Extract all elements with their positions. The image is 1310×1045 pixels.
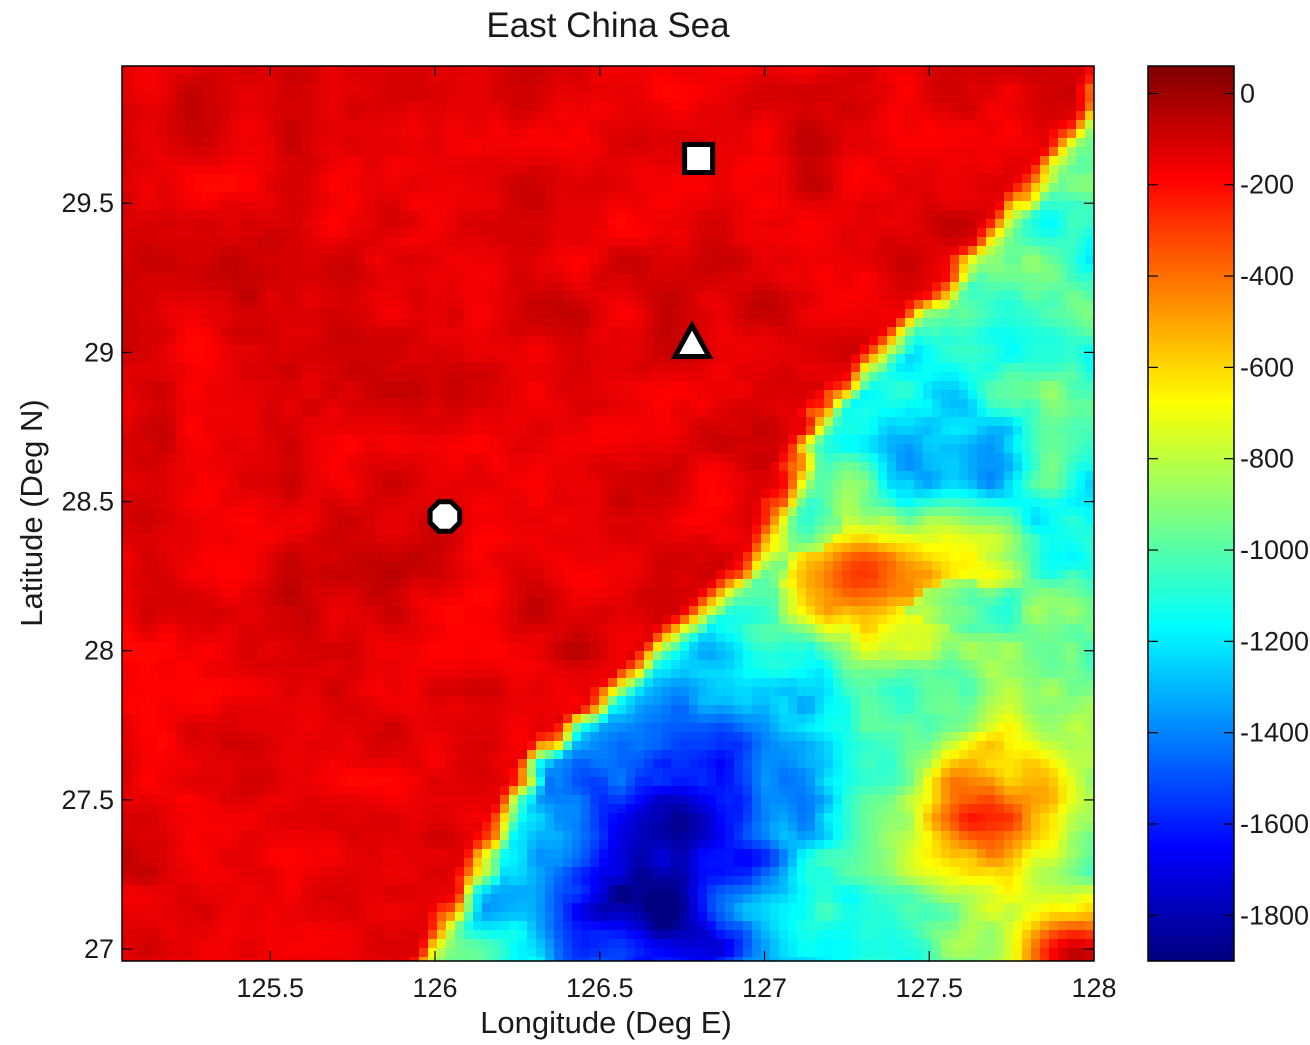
y-tick-label: 29.5 [61, 188, 114, 218]
x-tick-label: 126 [412, 973, 457, 1003]
chart-title: East China Sea [486, 6, 730, 45]
colorbar-tick-label: -600 [1240, 352, 1294, 382]
x-tick-label: 125.5 [236, 973, 304, 1003]
y-tick-label: 28.5 [61, 487, 114, 517]
colorbar-tick-label: 0 [1240, 78, 1255, 108]
heatmap-plot-area: 125.5 126 126.5 127 127.5 128 2727.52828.5292… [61, 65, 1117, 1003]
colorbar-tick-label: -200 [1240, 170, 1294, 200]
y-tick-label: 27.5 [61, 785, 114, 815]
y-tick-label: 27 [84, 934, 114, 964]
colorbar-tick-label: -800 [1240, 444, 1294, 474]
bathymetry-heatmap [122, 66, 1094, 961]
y-tick-label: 28 [84, 636, 114, 666]
x-tick-label: 126.5 [566, 973, 634, 1003]
colorbar-tick-label: -400 [1240, 261, 1294, 291]
colorbar-tick-label: -1200 [1240, 626, 1309, 656]
colorbar-image-holder [1148, 66, 1234, 961]
x-axis: 125.5 126 126.5 127 127.5 128 [236, 66, 1117, 1003]
octagon-marker [427, 499, 463, 534]
heatmap-image-holder [122, 66, 1094, 961]
colorbar-tick-label: -1400 [1240, 718, 1309, 748]
colorbar: 0 -200 -400 -600 -800 -1000 -1200 -1400 -1600 -18… [1147, 65, 1309, 962]
x-axis-label: Longitude (Deg E) [480, 1005, 732, 1040]
colorbar-tick-label: -1800 [1240, 900, 1309, 930]
colorbar-gradient [1148, 66, 1234, 961]
colorbar-tick-label: -1600 [1240, 809, 1309, 839]
y-axis: 27 27.5 28 28.5 29 29.5 [61, 188, 1094, 964]
x-tick-label: 127 [742, 973, 787, 1003]
y-tick-label: 29 [84, 337, 114, 367]
colorbar-frame [1147, 65, 1235, 962]
colorbar-ticks: 0 -200 -400 -600 -800 -1000 -1200 -1400 -1600 -18… [1148, 78, 1309, 930]
y-axis-label: Latitude (Deg N) [14, 399, 49, 626]
plot-frame [121, 65, 1095, 962]
square-marker [682, 141, 716, 175]
colorbar-tick-label: -1000 [1240, 535, 1309, 565]
x-tick-label: 128 [1071, 973, 1116, 1003]
markers [427, 141, 716, 534]
x-tick-label: 127.5 [895, 973, 963, 1003]
triangle-marker [670, 320, 714, 359]
